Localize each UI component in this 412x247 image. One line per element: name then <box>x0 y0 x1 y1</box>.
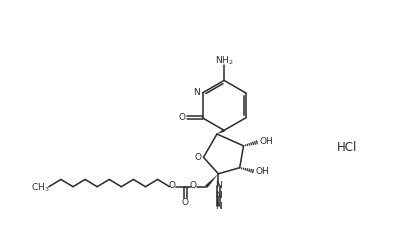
Text: N: N <box>215 181 222 190</box>
Text: CH$_3$: CH$_3$ <box>31 181 49 194</box>
Text: OH: OH <box>259 137 273 146</box>
Text: OH: OH <box>255 167 269 176</box>
Text: N: N <box>215 202 222 210</box>
Text: NH$_2$: NH$_2$ <box>215 54 234 66</box>
Text: N: N <box>215 191 222 201</box>
Polygon shape <box>217 129 225 134</box>
Text: HCl: HCl <box>337 141 357 154</box>
Text: O: O <box>190 181 197 190</box>
Polygon shape <box>205 174 218 188</box>
Text: O: O <box>169 181 176 190</box>
Text: N: N <box>194 88 200 97</box>
Text: O: O <box>194 153 201 162</box>
Text: O: O <box>178 113 185 122</box>
Text: O: O <box>182 198 189 207</box>
